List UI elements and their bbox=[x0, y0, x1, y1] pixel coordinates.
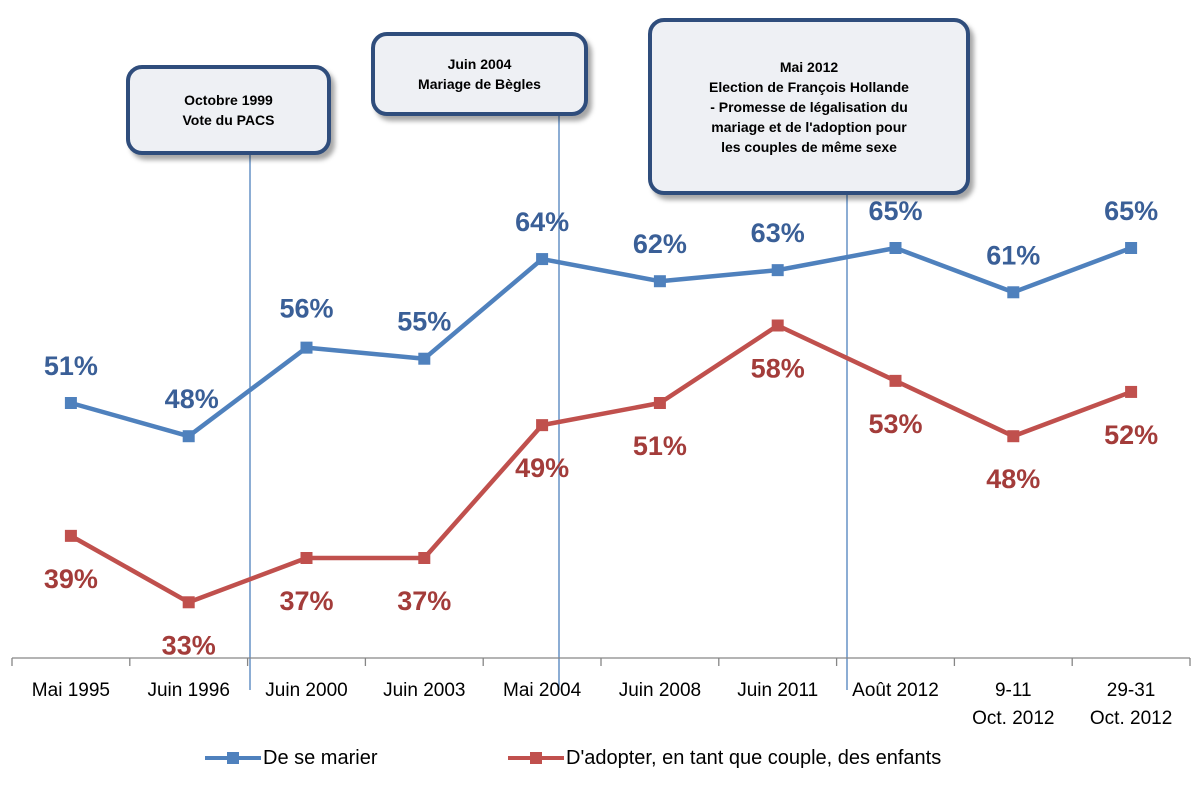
data-point bbox=[300, 552, 313, 564]
data-label: 51% bbox=[633, 431, 687, 461]
data-label: 37% bbox=[397, 586, 451, 616]
x-tick-label: Mai 2004 bbox=[503, 680, 582, 701]
x-tick-label: Mai 1995 bbox=[31, 680, 110, 701]
annotation-hollande: Mai 2012 Election de François Hollande -… bbox=[648, 18, 970, 195]
series-lines bbox=[69, 245, 1132, 605]
annotation-line: Election de François Hollande bbox=[709, 78, 909, 95]
data-point bbox=[1125, 242, 1138, 254]
data-point bbox=[64, 529, 77, 542]
series-points bbox=[64, 242, 1138, 609]
x-tick-label: Juin 2000 bbox=[265, 680, 348, 701]
data-point bbox=[536, 419, 549, 432]
data-label: 33% bbox=[162, 630, 216, 660]
data-label: 48% bbox=[986, 464, 1040, 494]
legend-item-adopter: D'adopter, en tant que couple, des enfan… bbox=[508, 738, 941, 778]
data-label: 37% bbox=[279, 586, 333, 616]
data-label: 52% bbox=[1104, 420, 1158, 450]
data-point bbox=[300, 341, 313, 354]
data-labels: 51% 48% 56% 55% 64% 62% 63% 65% 61% 65% 39% 33% 37% 3… bbox=[44, 196, 1158, 660]
annotation-line: Mai 2012 bbox=[779, 58, 839, 75]
annotation-line: Mariage de Bègles bbox=[418, 76, 541, 92]
x-tick-label: 29-31 Oct. 2012 bbox=[1089, 680, 1173, 729]
x-tick-label: 9-11 Oct. 2012 bbox=[972, 680, 1055, 729]
data-point bbox=[771, 319, 784, 332]
annotation-line: les couples de même sexe bbox=[721, 138, 897, 155]
legend-item-marier: De se marier bbox=[205, 738, 377, 778]
annotation-begles: Juin 2004 Mariage de Bègles bbox=[371, 32, 588, 116]
series-line bbox=[69, 323, 1132, 605]
data-point bbox=[418, 352, 431, 365]
data-point bbox=[418, 552, 431, 564]
x-tick-label: Juin 2003 bbox=[383, 680, 466, 701]
data-point bbox=[1007, 430, 1020, 443]
x-tick-label: Août 2012 bbox=[852, 680, 939, 701]
data-point bbox=[182, 596, 195, 609]
legend-marker bbox=[205, 748, 261, 768]
data-label: 53% bbox=[868, 409, 922, 439]
data-point bbox=[653, 275, 666, 288]
x-tick-label: Juin 1996 bbox=[147, 680, 230, 701]
legend: De se marier D'adopter, en tant que coup… bbox=[0, 738, 1198, 778]
data-point bbox=[653, 397, 666, 409]
data-label: 63% bbox=[751, 218, 805, 248]
series-line bbox=[70, 245, 1132, 439]
annotation-line: mariage et de l'adoption pour bbox=[711, 118, 907, 135]
data-label: 51% bbox=[44, 351, 98, 381]
annotation-line: Vote du PACS bbox=[182, 112, 275, 128]
annotation-line: - Promesse de légalisation du bbox=[710, 98, 908, 115]
data-label: 48% bbox=[165, 384, 219, 414]
legend-marker bbox=[508, 748, 564, 768]
data-point bbox=[889, 242, 902, 254]
data-point bbox=[182, 430, 195, 443]
legend-label: De se marier bbox=[263, 746, 378, 769]
data-point bbox=[771, 264, 784, 277]
data-label: 62% bbox=[633, 229, 687, 259]
data-label: 58% bbox=[751, 354, 805, 384]
annotation-pacs: Octobre 1999 Vote du PACS bbox=[126, 65, 331, 155]
data-label: 64% bbox=[515, 207, 569, 237]
data-label: 61% bbox=[986, 240, 1040, 270]
data-point bbox=[1125, 385, 1138, 398]
annotation-line: Octobre 1999 bbox=[184, 92, 273, 108]
x-axis bbox=[11, 657, 1191, 666]
data-label: 55% bbox=[397, 307, 451, 337]
x-tick-label: Juin 2011 bbox=[737, 680, 819, 701]
annotation-line: Juin 2004 bbox=[447, 56, 512, 72]
data-point bbox=[536, 253, 549, 266]
data-label: 65% bbox=[868, 196, 922, 226]
data-label: 56% bbox=[279, 294, 333, 324]
x-tick-label: Juin 2008 bbox=[618, 680, 702, 701]
event-lines bbox=[249, 116, 848, 690]
data-point bbox=[64, 397, 77, 409]
data-label: 39% bbox=[44, 564, 98, 594]
data-point bbox=[889, 374, 902, 387]
data-point bbox=[1007, 286, 1020, 299]
legend-label: D'adopter, en tant que couple, des enfan… bbox=[566, 746, 942, 769]
data-label: 65% bbox=[1104, 196, 1158, 226]
data-label: 49% bbox=[515, 453, 569, 483]
